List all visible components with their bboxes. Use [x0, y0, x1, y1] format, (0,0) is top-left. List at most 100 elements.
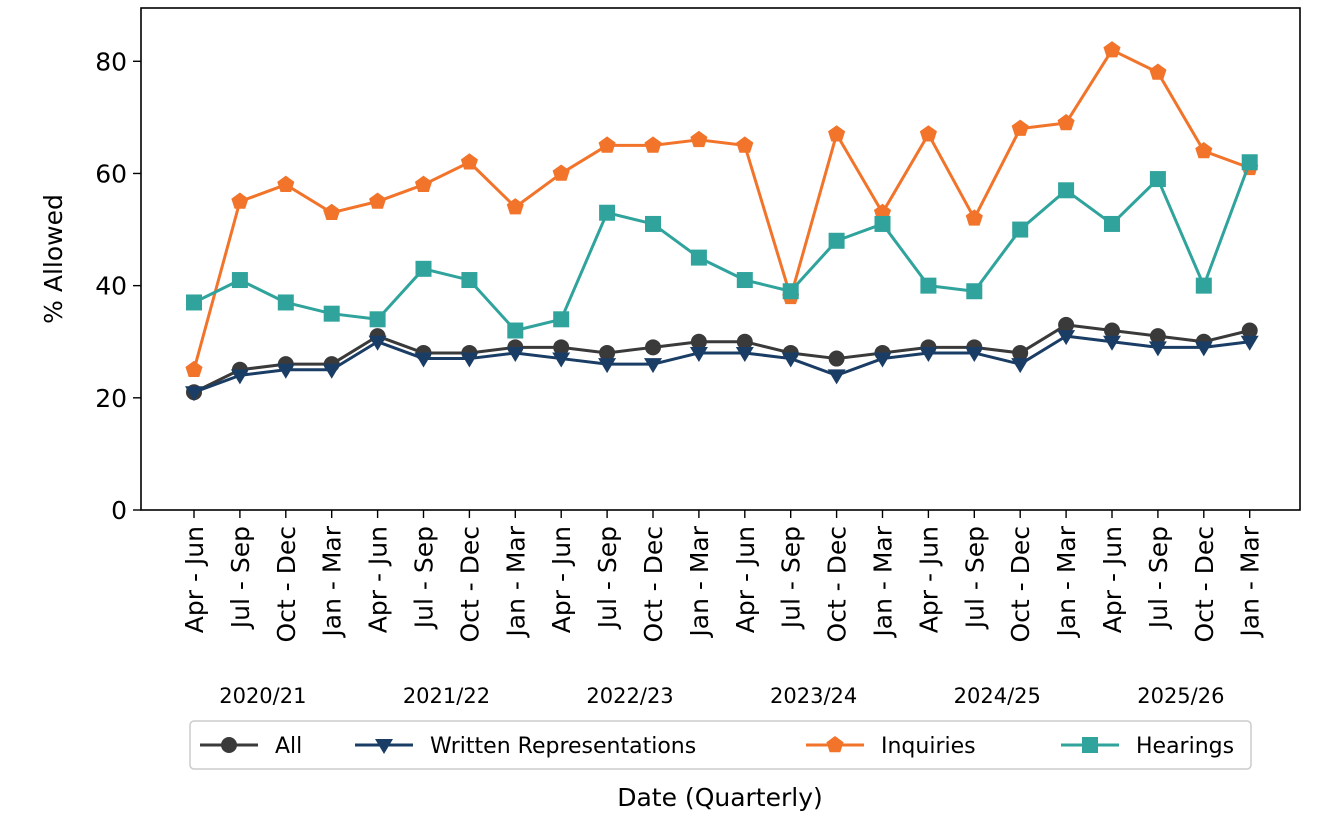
- legend-label: Written Representations: [430, 734, 696, 759]
- y-axis-title: % Allowed: [39, 194, 68, 324]
- data-point: [965, 346, 984, 362]
- series-written-representations: [185, 330, 1259, 402]
- data-point: [736, 272, 753, 289]
- x-group-label: 2025/26: [1137, 684, 1224, 708]
- x-axis-title: Date (Quarterly): [617, 783, 823, 812]
- data-point: [644, 136, 662, 153]
- x-tick-label: Jul - Sep: [1144, 526, 1173, 630]
- legend-box: [189, 720, 1252, 770]
- data-point: [415, 260, 432, 277]
- legend-marker: [826, 736, 844, 753]
- x-tick-label: Jul - Sep: [960, 526, 989, 630]
- data-point: [690, 130, 708, 148]
- data-point: [553, 339, 570, 356]
- data-point: [1149, 328, 1166, 345]
- data-point: [1103, 41, 1121, 58]
- data-point: [1104, 215, 1120, 232]
- x-tick-label: Oct - Dec: [455, 526, 484, 643]
- x-tick-label: Jan - Mar: [869, 525, 898, 638]
- data-point: [828, 232, 845, 249]
- data-point: [506, 198, 524, 215]
- data-point: [552, 352, 571, 368]
- x-tick-label: Jul - Sep: [226, 526, 255, 630]
- data-point: [599, 204, 616, 221]
- data-point: [1195, 142, 1213, 159]
- x-tick-label: Jan - Mar: [318, 525, 347, 638]
- data-point: [369, 311, 386, 328]
- data-point: [369, 192, 387, 209]
- y-tick-label: 40: [95, 272, 127, 301]
- x-tick-label: Oct - Dec: [272, 526, 301, 643]
- data-point: [1057, 330, 1076, 346]
- data-point: [460, 153, 478, 170]
- data-point: [277, 175, 295, 192]
- legend-marker: [221, 737, 237, 753]
- x-group-label: 2020/21: [219, 684, 306, 708]
- x-tick-label: Apr - Jun: [180, 526, 209, 633]
- data-point: [414, 352, 433, 368]
- data-point: [735, 346, 754, 362]
- x-tick-label: Oct - Dec: [639, 526, 668, 643]
- data-point: [1103, 335, 1121, 351]
- x-group-label: 2024/25: [954, 684, 1041, 708]
- data-point: [1148, 341, 1167, 357]
- x-group-label: 2021/22: [403, 684, 490, 708]
- data-point: [598, 136, 616, 153]
- data-point: [736, 136, 754, 153]
- data-point: [323, 203, 341, 221]
- data-point: [873, 203, 892, 221]
- x-tick-label: Apr - Jun: [914, 526, 943, 633]
- x-tick-label: Jul - Sep: [410, 526, 439, 630]
- y-tick-label: 0: [111, 496, 127, 525]
- data-point: [1011, 119, 1029, 136]
- y-tick-label: 60: [95, 159, 127, 188]
- x-tick-label: Apr - Jun: [364, 526, 393, 633]
- legend-label: Inquiries: [881, 734, 976, 759]
- data-point: [414, 175, 433, 192]
- x-group-label: 2022/23: [586, 684, 673, 708]
- x-tick-label: Apr - Jun: [1098, 526, 1127, 633]
- data-point: [1240, 335, 1259, 351]
- data-point: [645, 339, 661, 356]
- x-group-label: 2023/24: [770, 684, 857, 708]
- data-point: [828, 125, 846, 142]
- data-point: [276, 363, 295, 379]
- legend-marker: [1082, 737, 1098, 753]
- data-point: [185, 386, 203, 402]
- x-tick-label: Jan - Mar: [1052, 525, 1081, 638]
- series-line: [193, 334, 1250, 394]
- series-hearings: [186, 154, 1258, 339]
- data-point: [231, 272, 248, 289]
- data-point: [645, 215, 661, 232]
- data-point: [828, 350, 845, 367]
- legend-marker: [375, 739, 393, 754]
- data-point: [920, 277, 937, 294]
- data-point: [1058, 316, 1075, 333]
- data-point: [1011, 358, 1030, 374]
- data-point: [323, 305, 340, 322]
- data-point: [506, 346, 525, 362]
- data-point: [919, 125, 937, 142]
- x-tick-label: Jan - Mar: [685, 525, 714, 638]
- x-tick-label: Jan - Mar: [501, 525, 530, 638]
- data-point: [874, 215, 891, 232]
- x-tick-label: Jan - Mar: [1236, 525, 1265, 638]
- data-point: [919, 346, 938, 362]
- data-point: [689, 346, 708, 362]
- data-point: [231, 192, 249, 209]
- x-tick-label: Oct - Dec: [1190, 526, 1219, 643]
- data-point: [781, 352, 800, 368]
- x-tick-label: Oct - Dec: [1006, 526, 1035, 643]
- y-tick-label: 20: [95, 384, 127, 413]
- data-point: [185, 360, 203, 378]
- data-point: [1195, 277, 1212, 294]
- data-point: [782, 283, 799, 300]
- plot-area: 0 20 40 60 80 Apr - Jun Jul - Sep Oct - Dec Jan …: [95, 7, 1301, 708]
- data-point: [1057, 113, 1075, 131]
- data-point: [827, 369, 846, 385]
- series-inquiries: [185, 41, 1259, 378]
- legend-item-hearings: Hearings: [1061, 734, 1234, 759]
- data-point: [461, 272, 478, 289]
